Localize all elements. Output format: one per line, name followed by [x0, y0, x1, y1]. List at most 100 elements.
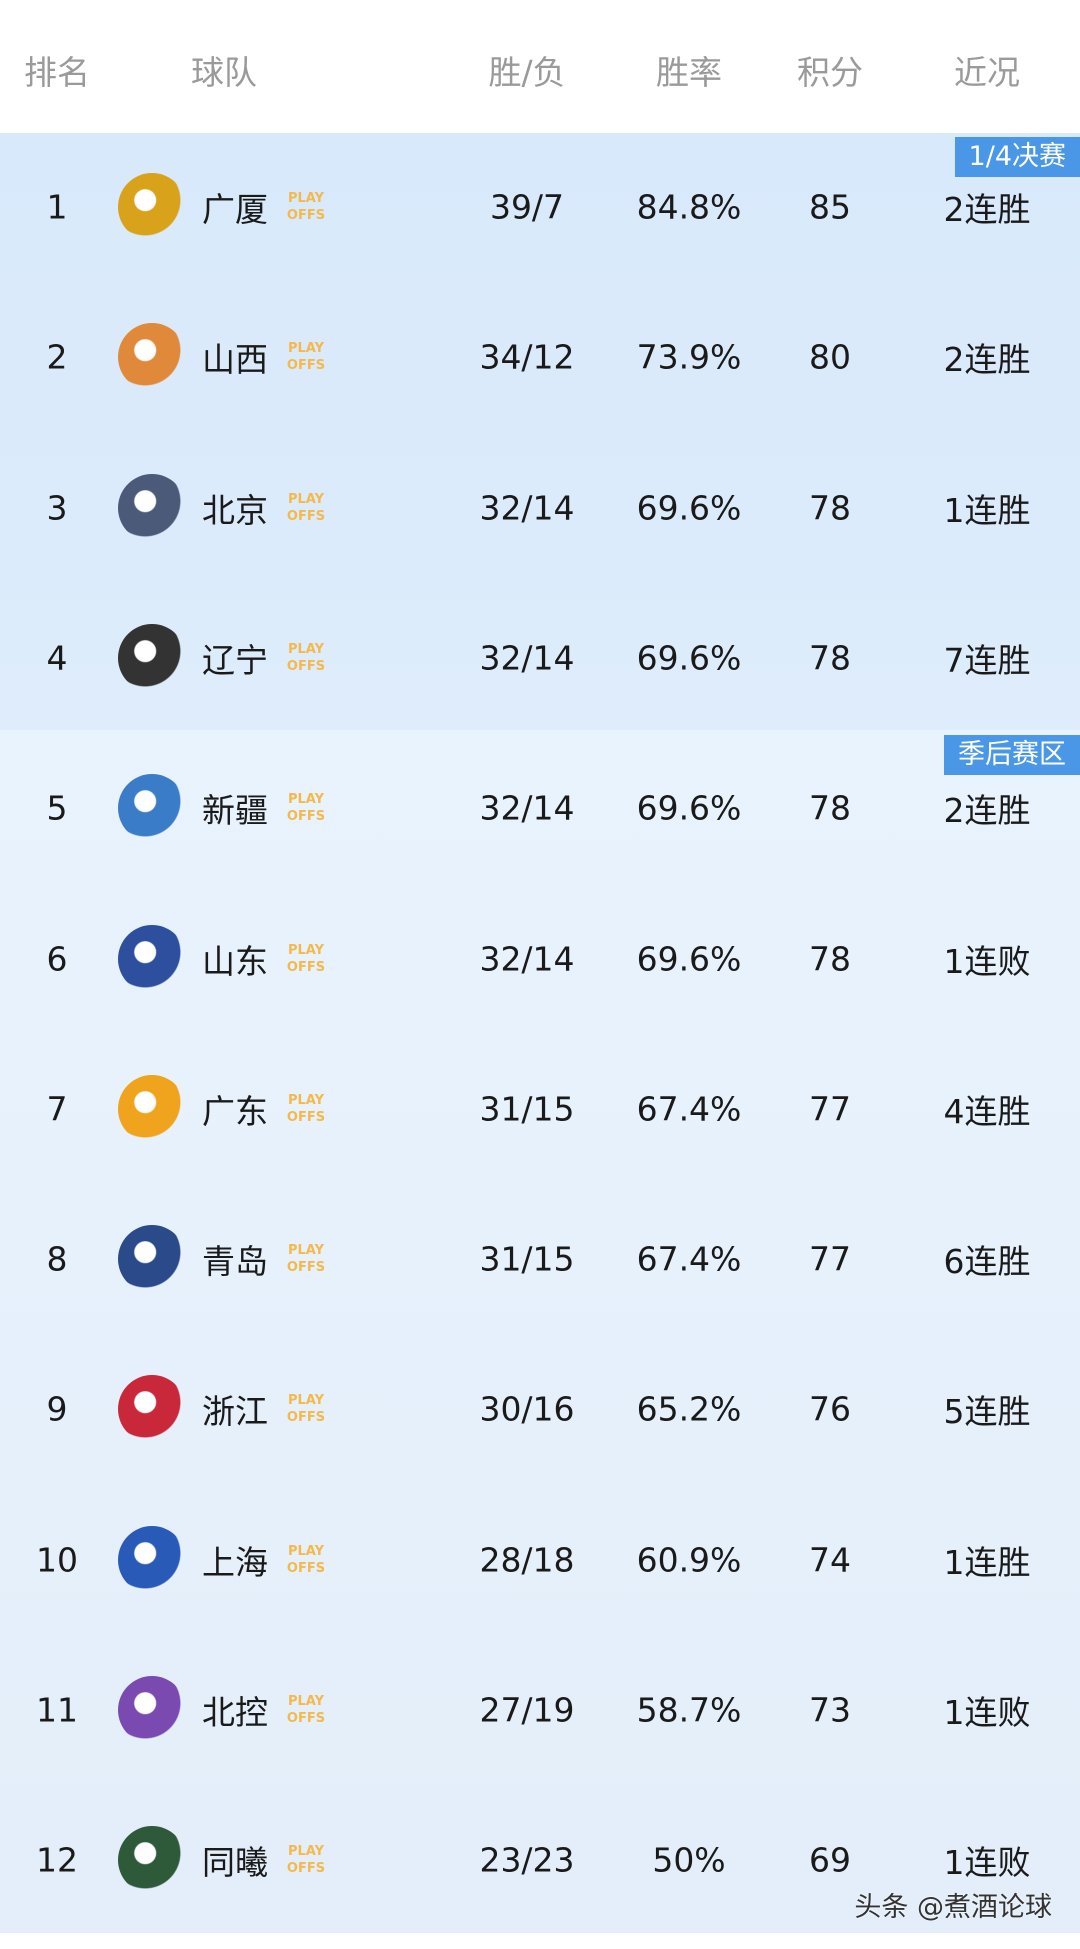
points: 77	[809, 1239, 851, 1279]
recent-form: 5连胜	[943, 1392, 1031, 1432]
win-pct: 84.8%	[636, 187, 742, 227]
team-logo-icon	[118, 924, 186, 993]
playoffs-label-top: PLAY	[287, 1543, 325, 1559]
team-name[interactable]: 青岛	[202, 1242, 268, 1282]
standings-row[interactable]: 12 同曦 PLAY OFFS 23/23 50% 69 1连败	[0, 1785, 1080, 1935]
team-logo-icon	[118, 623, 186, 692]
playoffs-label-top: PLAY	[287, 1243, 325, 1259]
team-name[interactable]: 广厦	[202, 190, 268, 229]
rank: 8	[46, 1239, 68, 1279]
playoffs-label-top: PLAY	[287, 1694, 325, 1709]
team-logo-icon	[118, 473, 186, 542]
playoffs-label-bottom: OFFS	[286, 658, 326, 674]
recent-form: 7连胜	[943, 640, 1031, 680]
recent-form: 4连胜	[943, 1091, 1031, 1131]
rank: 11	[36, 1690, 78, 1730]
recent-form: 1连败	[943, 941, 1031, 981]
win-loss: 31/15	[479, 1089, 575, 1129]
bottom-bar	[0, 1933, 1080, 1949]
team-name[interactable]: 辽宁	[202, 640, 268, 680]
win-loss: 28/18	[479, 1540, 575, 1580]
standings-row[interactable]: 4 辽宁 PLAY OFFS 32/14 69.6% 78 7连胜	[0, 583, 1080, 733]
recent-form: 1连胜	[943, 1542, 1031, 1582]
header-pts: 积分	[797, 53, 863, 92]
playoffs-label-bottom: OFFS	[286, 1560, 326, 1576]
team-logo-icon	[118, 323, 186, 392]
standings-row[interactable]: 2 山西 PLAY OFFS 34/12 73.9% 80 2连胜	[0, 282, 1080, 432]
header-recent: 近况	[954, 53, 1020, 92]
quarterfinal-badge: 1/4决赛	[954, 137, 1080, 177]
win-loss: 27/19	[479, 1690, 575, 1730]
playoffs-label-bottom: OFFS	[286, 1260, 326, 1276]
win-loss: 23/23	[479, 1840, 575, 1880]
team-logo-icon	[118, 774, 186, 843]
playoffs-icon: PLAY OFFS	[286, 1843, 326, 1877]
team-name[interactable]: 新疆	[202, 791, 268, 831]
win-pct: 60.9%	[636, 1540, 742, 1580]
playoffs-label-bottom: OFFS	[286, 508, 326, 524]
win-pct: 69.6%	[636, 788, 742, 828]
standings-row[interactable]: 1 广厦 PLAY OFFS 39/7 84.8% 85 2连胜	[0, 132, 1080, 282]
playoffs-icon: PLAY OFFS	[286, 1242, 326, 1276]
standings-row[interactable]: 8 青岛 PLAY OFFS 31/15 67.4% 77 6连胜	[0, 1184, 1080, 1334]
team-name[interactable]: 山西	[202, 340, 268, 380]
header-wl: 胜/负	[488, 53, 566, 92]
playoffs-icon: PLAY OFFS	[286, 1092, 326, 1126]
team-name[interactable]: 山东	[202, 941, 268, 981]
team-name[interactable]: 浙江	[202, 1392, 268, 1432]
team-logo-icon	[118, 1074, 186, 1143]
points: 78	[809, 488, 851, 528]
win-pct: 58.7%	[636, 1690, 742, 1730]
team-name[interactable]: 北京	[202, 490, 268, 530]
win-loss: 34/12	[479, 337, 575, 377]
recent-form: 1连败	[943, 1693, 1031, 1732]
header-rank: 排名	[24, 53, 90, 92]
playoffs-label-bottom: OFFS	[286, 358, 326, 374]
playoffs-label-top: PLAY	[287, 491, 325, 507]
playoffs-label-top: PLAY	[287, 341, 325, 357]
playoffs-icon: PLAY OFFS	[286, 1392, 326, 1426]
win-pct: 67.4%	[636, 1089, 742, 1129]
standings-row[interactable]: 7 广东 PLAY OFFS 31/15 67.4% 77 4连胜	[0, 1034, 1080, 1184]
rank: 10	[36, 1540, 78, 1580]
playoffs-icon: PLAY OFFS	[286, 190, 326, 224]
points: 78	[809, 788, 851, 828]
playoffs-label-bottom: OFFS	[286, 809, 326, 825]
playoffs-icon: PLAY OFFS	[286, 1693, 326, 1727]
playoffs-label-top: PLAY	[287, 1393, 325, 1409]
points: 85	[809, 187, 851, 227]
points: 74	[809, 1540, 851, 1580]
recent-form: 2连胜	[943, 340, 1031, 380]
win-pct: 69.6%	[636, 939, 742, 978]
playoffs-icon: PLAY OFFS	[286, 641, 326, 675]
standings-row[interactable]: 6 山东 PLAY OFFS 32/14 69.6% 78 1连败	[0, 884, 1080, 1034]
points: 69	[809, 1840, 851, 1880]
quarterfinal-zone	[0, 133, 1080, 730]
points: 78	[809, 939, 851, 978]
standings-row[interactable]: 9 浙江 PLAY OFFS 30/16 65.2% 76 5连胜	[0, 1334, 1080, 1484]
standings-row[interactable]: 11 北控 PLAY OFFS 27/19 58.7% 73 1连败	[0, 1635, 1080, 1785]
rank: 7	[46, 1089, 68, 1129]
playoffs-label-bottom: OFFS	[286, 1410, 326, 1426]
playoffs-icon: PLAY OFFS	[286, 942, 326, 976]
standings-row[interactable]: 5 新疆 PLAY OFFS 32/14 69.6% 78 2连胜	[0, 733, 1080, 883]
watermark: 头条 @煮酒论球	[854, 1892, 1052, 1923]
team-name[interactable]: 广东	[202, 1091, 268, 1131]
rank: 2	[46, 337, 68, 377]
recent-form: 2连胜	[943, 190, 1031, 229]
standings-row[interactable]: 10 上海 PLAY OFFS 28/18 60.9% 74 1连胜	[0, 1485, 1080, 1635]
standings-row[interactable]: 3 北京 PLAY OFFS 32/14 69.6% 78 1连胜	[0, 433, 1080, 583]
win-pct: 73.9%	[636, 337, 742, 377]
team-name[interactable]: 北控	[202, 1693, 268, 1732]
rank: 5	[46, 788, 68, 828]
team-logo-icon	[118, 1375, 186, 1444]
win-loss: 32/14	[479, 638, 575, 678]
team-name[interactable]: 上海	[202, 1542, 268, 1582]
rank: 3	[46, 488, 68, 528]
win-pct: 50%	[652, 1840, 726, 1880]
table-header: 排名 球队 胜/负 胜率 积分 近况	[0, 0, 1080, 133]
playoffs-icon: PLAY OFFS	[286, 491, 326, 525]
header-pct: 胜率	[656, 53, 722, 92]
team-logo-icon	[118, 173, 186, 241]
team-name[interactable]: 同曦	[202, 1843, 268, 1883]
